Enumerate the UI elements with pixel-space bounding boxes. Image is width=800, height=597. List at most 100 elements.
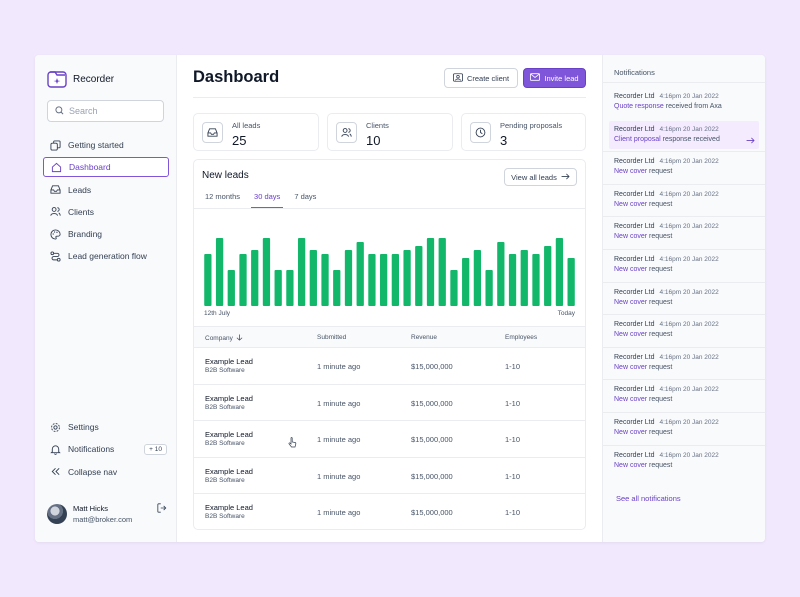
- notification-item[interactable]: Recorder Ltd 4:16pm 20 Jan 2022 Client pro…: [609, 120, 759, 149]
- notification-sender: Recorder Ltd: [614, 93, 655, 100]
- tab-7-days[interactable]: 7 days: [294, 192, 317, 201]
- notification-link[interactable]: New cover: [614, 233, 648, 241]
- sidebar-item-label: Getting started: [68, 140, 124, 150]
- arrow-right-icon[interactable]: [746, 131, 755, 149]
- notification-link[interactable]: Quote response: [614, 103, 664, 110]
- sidebar-item-getting-started[interactable]: Getting started: [43, 135, 169, 155]
- tab-12-months[interactable]: 12 months: [205, 192, 241, 201]
- notification-divider: [603, 346, 765, 348]
- sidebar-item-leads[interactable]: Leads: [43, 180, 169, 200]
- tab-30-days[interactable]: 30 days: [251, 190, 284, 208]
- notification-item[interactable]: Recorder Ltd 4:16pm 20 Jan 2022 New cover …: [609, 414, 759, 442]
- chart-bar: [333, 270, 341, 306]
- notification-link[interactable]: New cover: [614, 331, 648, 339]
- page-title: Dashboard: [193, 68, 280, 86]
- notification-link[interactable]: New cover: [614, 363, 648, 371]
- sidebar-item-notifications[interactable]: Notifications + 10: [43, 439, 169, 459]
- column-header-revenue: Revenue: [411, 334, 438, 341]
- notification-link[interactable]: New cover: [614, 266, 648, 273]
- notification-time: 4:16pm 20 Jan 2022: [659, 223, 719, 231]
- chart-bar: [497, 242, 505, 306]
- header-divider: [193, 97, 586, 98]
- notification-link[interactable]: New cover: [614, 200, 648, 208]
- stat-label: Clients: [366, 121, 389, 130]
- notification-link[interactable]: New cover: [614, 396, 648, 404]
- stat-card-all-leads[interactable]: All leads 25: [193, 113, 319, 151]
- notification-text: request: [647, 429, 673, 436]
- notification-item[interactable]: Recorder Ltd 4:16pm 20 Jan 2022 New cover …: [609, 447, 759, 475]
- notification-item[interactable]: Recorder Ltd 4:16pm 20 Jan 2022 New cover …: [609, 381, 759, 409]
- chart-bar: [344, 250, 353, 306]
- view-all-leads-button[interactable]: View all leads: [504, 168, 577, 186]
- table-row[interactable]: Example Lead B2B Software 1 minute ago $…: [194, 385, 585, 421]
- notification-divider: [603, 412, 765, 413]
- notification-message: New cover request: [614, 299, 754, 306]
- chart-bar: [239, 254, 247, 306]
- notification-sender: Recorder Ltd: [614, 353, 655, 361]
- notification-text: response received: [660, 135, 720, 143]
- notification-sender: Recorder Ltd: [614, 386, 655, 394]
- notification-item[interactable]: Recorder Ltd 4:16pm 20 Jan 2022 New cover …: [609, 316, 759, 344]
- logo[interactable]: Recorder: [47, 70, 114, 88]
- notification-item[interactable]: Recorder Ltd 4:16pm 20 Jan 2022 New cover …: [609, 218, 759, 246]
- sidebar-item-dashboard[interactable]: Dashboard: [43, 157, 169, 178]
- company-name: Example Lead: [205, 357, 253, 366]
- notification-link[interactable]: New cover: [614, 461, 648, 469]
- search-input[interactable]: [69, 106, 159, 116]
- notification-text: request: [647, 331, 673, 339]
- user-info: Matt Hicks matt@broker.com: [73, 504, 132, 524]
- see-all-notifications-link[interactable]: See all notifications: [616, 494, 681, 503]
- chart-bar: [485, 270, 493, 306]
- arrow-down-icon: [236, 334, 243, 343]
- notification-item[interactable]: Recorder Ltd 4:16pm 20 Jan 2022 New cover …: [609, 153, 759, 181]
- invite-lead-button[interactable]: Invite lead: [523, 68, 586, 88]
- notification-header: Recorder Ltd 4:16pm 20 Jan 2022: [614, 419, 754, 426]
- notification-divider: [603, 379, 765, 381]
- company-sector: B2B Software: [205, 476, 245, 484]
- table-header: Company Submitted Revenue Employees: [194, 326, 585, 348]
- table-row[interactable]: Example Lead B2B Software 1 minute ago $…: [194, 348, 585, 385]
- revenue-cell: $15,000,000: [411, 435, 453, 444]
- notification-time: 4:16pm 20 Jan 2022: [659, 419, 719, 426]
- notification-item[interactable]: Recorder Ltd 4:16pm 20 Jan 2022 New cover …: [609, 349, 759, 377]
- new-leads-card: New leads View all leads 12 months 30 da…: [193, 159, 586, 530]
- notification-link[interactable]: Client proposal: [614, 135, 661, 143]
- notification-message: New cover request: [614, 233, 754, 240]
- notification-link[interactable]: New cover: [614, 429, 648, 436]
- stat-value: 10: [366, 133, 381, 148]
- stat-value: 3: [500, 133, 508, 148]
- sidebar-item-collapse-nav[interactable]: Collapse nav: [43, 462, 169, 482]
- search-box[interactable]: [47, 100, 164, 122]
- notification-header: Recorder Ltd 4:16pm 20 Jan 2022: [614, 452, 754, 459]
- notification-message: Client proposal response received: [614, 136, 754, 143]
- chart-bar: [380, 254, 388, 306]
- notification-link[interactable]: New cover: [614, 298, 648, 306]
- notification-divider: [603, 444, 765, 446]
- notification-item[interactable]: Recorder Ltd 4:16pm 20 Jan 2022 New cover …: [609, 251, 759, 279]
- mouse-pointer-icon: [288, 435, 297, 453]
- create-client-button[interactable]: Create client: [444, 68, 518, 88]
- sidebar-item-lead-generation-flow[interactable]: Lead generation flow: [43, 246, 169, 266]
- sidebar-bottom-nav: Settings Notifications + 10 Collapse nav: [43, 417, 169, 484]
- stat-label: All leads: [232, 121, 261, 130]
- stat-card-pending-proposals[interactable]: Pending proposals 3: [461, 113, 586, 151]
- notification-item[interactable]: Recorder Ltd 4:16pm 20 Jan 2022 New cover …: [609, 186, 759, 214]
- company-sector: B2B Software: [205, 513, 245, 520]
- notification-time: 4:16pm 20 Jan 2022: [659, 158, 719, 166]
- sidebar-item-branding[interactable]: Branding: [43, 224, 169, 244]
- logout-icon[interactable]: [157, 500, 167, 518]
- table-row[interactable]: Example Lead B2B Software 1 minute ago $…: [194, 458, 585, 494]
- avatar[interactable]: [47, 504, 67, 524]
- notification-link[interactable]: New cover: [614, 168, 648, 176]
- table-row[interactable]: Example Lead B2B Software 1 minute ago $…: [194, 421, 585, 458]
- column-header-company[interactable]: Company: [205, 334, 243, 343]
- sidebar-item-clients[interactable]: Clients: [43, 202, 169, 222]
- table-row[interactable]: Example Lead B2B Software 1 minute ago $…: [194, 494, 585, 529]
- notification-item[interactable]: Recorder Ltd 4:16pm 20 Jan 2022 New cover …: [609, 284, 759, 312]
- sidebar-item-settings[interactable]: Settings: [43, 417, 169, 437]
- arrow-right-icon: [561, 173, 570, 182]
- notification-item[interactable]: Recorder Ltd 4:16pm 20 Jan 2022 Quote resp…: [609, 88, 759, 116]
- notification-message: New cover request: [614, 266, 754, 273]
- company-name: Example Lead: [205, 430, 253, 439]
- stat-card-clients[interactable]: Clients 10: [327, 113, 453, 151]
